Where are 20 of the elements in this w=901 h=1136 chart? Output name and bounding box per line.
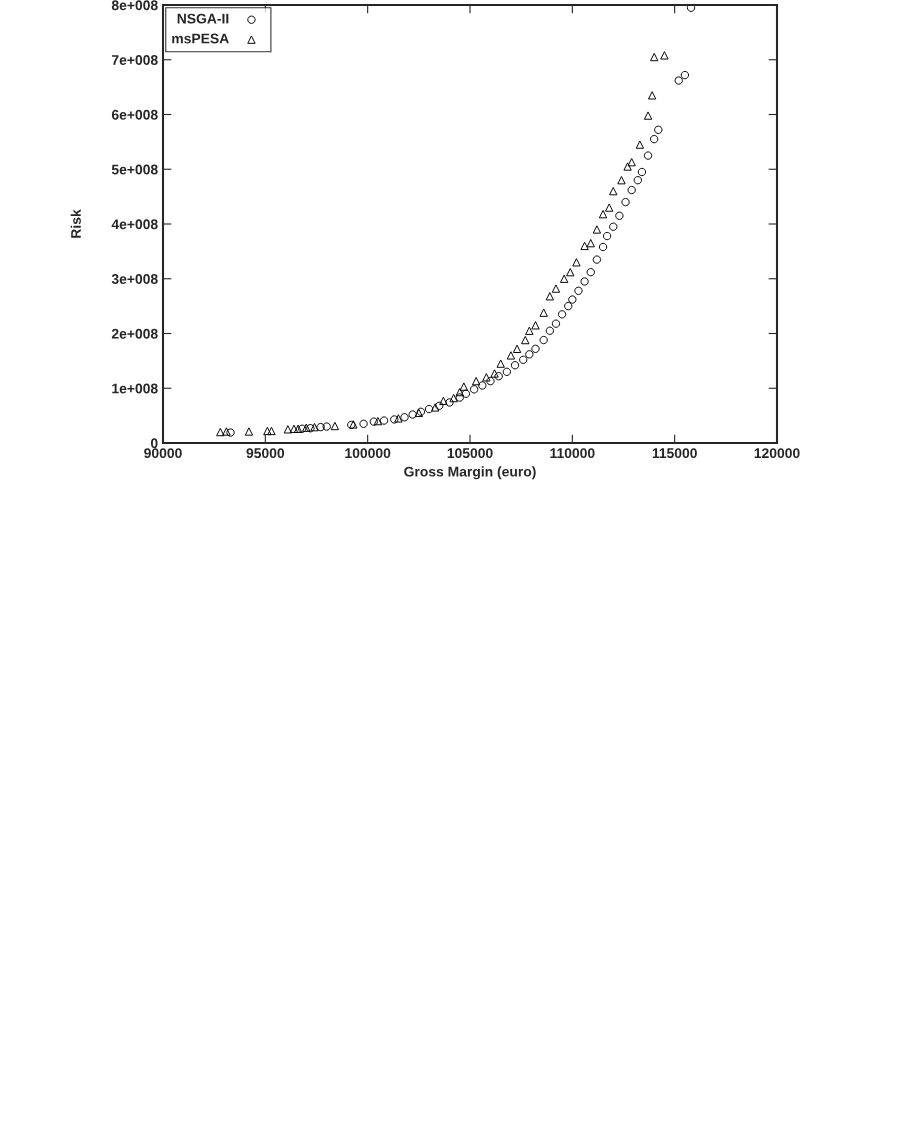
y-axis-title: Risk <box>70 209 81 238</box>
x-tick-label: 110000 <box>550 448 595 459</box>
legend-label: NSGA-II <box>177 13 229 24</box>
x-tick-label: 100000 <box>345 448 391 459</box>
x-tick-label: 95000 <box>246 448 285 459</box>
x-tick-label: 115000 <box>652 448 697 459</box>
x-tick-label: 90000 <box>144 448 182 459</box>
x-tick-label: 120000 <box>754 448 800 459</box>
y-tick-label: 0 <box>150 438 158 449</box>
y-tick-label: 4e+008 <box>111 219 158 230</box>
y-tick-label: 6e+008 <box>111 109 158 120</box>
y-tick-label: 7e+008 <box>112 55 158 65</box>
y-tick-label: 8e+008 <box>111 0 158 11</box>
legend-label: msPESA <box>172 33 229 44</box>
x-tick-label: 105000 <box>447 448 493 459</box>
x-axis-title: Gross Margin (euro) <box>404 466 536 480</box>
y-tick-label: 1e+008 <box>112 383 158 394</box>
y-tick-label: 2e+008 <box>111 328 158 339</box>
y-tick-label: 3e+008 <box>111 274 158 284</box>
y-tick-label: 5e+008 <box>111 164 158 175</box>
